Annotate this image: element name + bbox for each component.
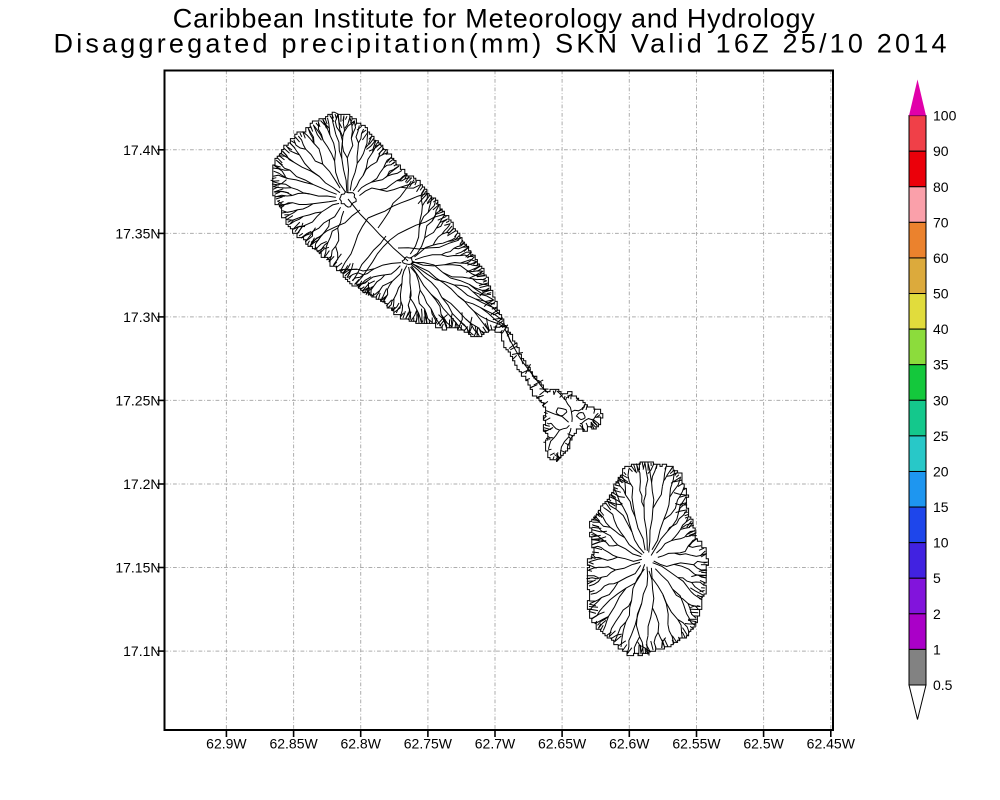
svg-text:62.55W: 62.55W [672,736,721,752]
svg-text:35: 35 [933,357,949,373]
svg-text:62.6W: 62.6W [609,736,650,752]
svg-text:1: 1 [933,641,941,657]
svg-text:17.1N: 17.1N [123,643,160,659]
svg-text:40: 40 [933,321,949,337]
svg-text:62.85W: 62.85W [269,736,318,752]
svg-text:62.65W: 62.65W [538,736,587,752]
svg-text:80: 80 [933,179,949,195]
svg-text:17.35N: 17.35N [115,225,160,241]
svg-text:62.7W: 62.7W [475,736,516,752]
svg-text:50: 50 [933,286,949,302]
svg-text:17.3N: 17.3N [123,309,160,325]
svg-text:2: 2 [933,606,941,622]
svg-text:15: 15 [933,499,949,515]
svg-text:17.4N: 17.4N [123,142,160,158]
svg-text:30: 30 [933,392,949,408]
svg-text:5: 5 [933,570,941,586]
svg-text:90: 90 [933,143,949,159]
svg-text:60: 60 [933,250,949,266]
svg-text:Caribbean Institute for Meteor: Caribbean Institute for Meteorology and … [173,4,816,34]
svg-text:10: 10 [933,535,949,551]
svg-text:0.5: 0.5 [933,677,953,693]
svg-text:70: 70 [933,214,949,230]
svg-text:Disaggregated precipitation(mm: Disaggregated precipitation(mm) SKN Vali… [54,29,947,59]
svg-text:62.75W: 62.75W [404,736,453,752]
svg-text:20: 20 [933,463,949,479]
svg-text:62.8W: 62.8W [340,736,381,752]
svg-text:17.2N: 17.2N [123,476,160,492]
svg-text:100: 100 [933,108,957,124]
svg-text:62.9W: 62.9W [206,736,247,752]
svg-text:17.15N: 17.15N [115,560,160,576]
svg-text:25: 25 [933,428,949,444]
svg-text:62.45W: 62.45W [807,736,856,752]
svg-text:62.5W: 62.5W [743,736,784,752]
svg-text:17.25N: 17.25N [115,392,160,408]
